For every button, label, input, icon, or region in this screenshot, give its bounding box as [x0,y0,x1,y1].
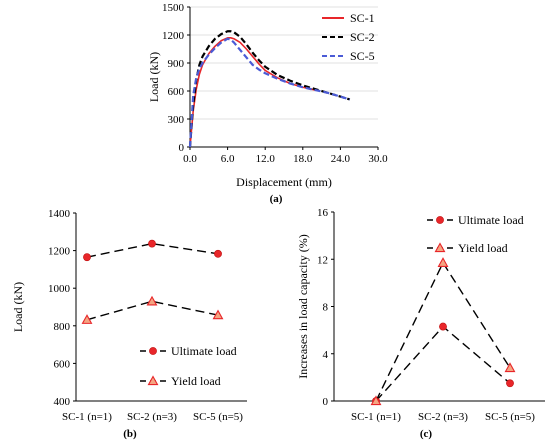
chart-a-y-tick-label: 900 [168,58,185,70]
chart-c-legend-label: Yield load [458,241,508,255]
chart-a-x-tick-label: 6.0 [221,153,235,165]
chart-a-legend-label: SC-1 [350,11,375,25]
chart-a-legend-label: SC-5 [350,49,375,63]
chart-a-legend-label: SC-2 [350,30,375,44]
chart-b-point-yield [212,309,224,320]
chart-b-y-tick-label: 400 [54,396,71,408]
chart-b-y-tick-label: 1000 [48,283,71,295]
chart-b-point-yield [146,295,158,306]
chart-b-x-tick-label: SC-1 (n=1) [62,411,112,423]
chart-a-x-label: Displacement (mm) [236,175,332,189]
chart-b-legend-label: Yield load [171,374,221,388]
chart-b-y-tick-label: 1400 [48,208,71,220]
chart-c-x-tick-label: SC-2 (n=3) [418,411,468,423]
chart-c-y-tick-label: 4 [323,349,329,361]
chart-b-y-tick-label: 800 [54,321,71,333]
chart-b-y-tick-label: 600 [54,358,71,370]
chart-b-point-ultimate [214,249,222,258]
chart-b-legend-marker [147,375,159,386]
chart-b-x-tick-label: SC-2 (n=3) [127,411,177,423]
chart-a-series-sc-2 [188,30,351,148]
chart-b-point-ultimate [148,239,156,248]
chart-a-y-label: Load (kN) [147,52,161,102]
chart-c-point-yield [504,362,516,373]
chart-c-series-line [375,325,511,402]
chart-a-y-tick-label: 1200 [162,30,185,42]
chart-a-series-sc-1 [189,36,316,148]
chart-c-legend-marker [436,216,444,224]
chart-c-x-tick-label: SC-1 (n=1) [351,411,401,423]
chart-c-caption: (c) [420,428,433,440]
chart-a-x-tick-label: 24.0 [331,153,351,165]
chart-a-y-tick-label: 300 [168,114,185,126]
chart-a-y-tick-label: 0 [179,142,185,154]
chart-c-series-line [375,261,511,402]
chart-b-point-yield [81,314,93,324]
chart-c-y-tick-label: 12 [317,254,328,266]
chart-b-y-tick-label: 1200 [48,246,71,258]
chart-c-y-tick-label: 0 [323,396,329,408]
chart-b-legend-marker [149,347,157,355]
chart-c-legend-marker [434,242,446,253]
chart-a-x-tick-label: 12.0 [256,153,276,165]
chart-a-x-tick-label: 30.0 [368,153,388,165]
chart-c-y-label: Increases in load capacity (%) [296,234,310,379]
chart-b-series-line [86,242,219,258]
chart-c-point-ultimate [506,379,514,388]
chart-a-y-tick-label: 600 [168,86,185,98]
chart-b-y-label: Load (kN) [11,282,25,332]
chart-c-point-yield [370,395,382,406]
chart-b-x-tick-label: SC-5 (n=5) [193,411,243,423]
chart-c-legend-label: Ultimate load [458,213,524,227]
chart-c-point-ultimate [439,322,447,331]
chart-a-caption: (a) [270,193,283,205]
chart-c-y-tick-label: 8 [323,302,329,314]
chart-c-x-tick-label: SC-5 (n=5) [485,411,535,423]
chart-c-point-yield [437,257,449,267]
chart-c-y-tick-label: 16 [317,207,329,219]
chart-b-caption: (b) [123,428,137,440]
chart-b-legend-label: Ultimate load [171,344,237,358]
chart-a-series-sc-5 [188,37,351,148]
chart-a-y-tick-label: 1500 [162,2,185,14]
chart-b-series-line [86,300,219,321]
chart-a-x-tick-label: 0.0 [183,153,197,165]
chart-a-x-tick-label: 18.0 [293,153,313,165]
chart-b-point-ultimate [83,253,91,262]
